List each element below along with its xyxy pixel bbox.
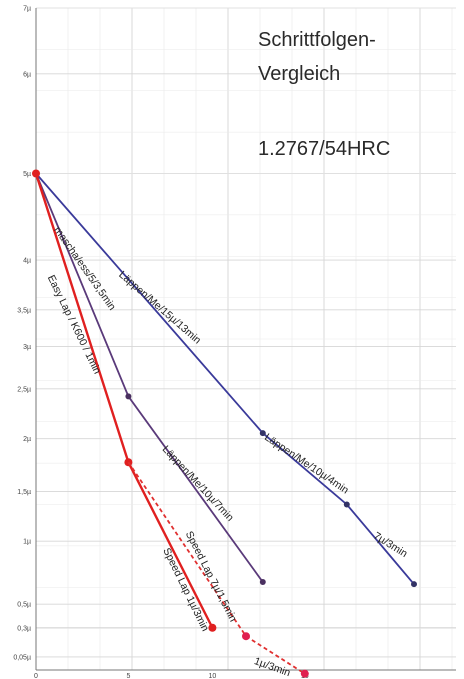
chart-title-line-1: Schrittfolgen- — [258, 29, 376, 51]
y-tick-label: 0,5µ — [17, 602, 31, 609]
y-tick-labels: 7µ 6µ 5µ 4µ 3,5µ 3µ 2,5µ 2µ 1,5µ 1µ 0,5µ 0,3µ 0,05µ — [13, 6, 31, 662]
y-tick-label: 3µ — [23, 344, 31, 351]
y-tick-label: 1,5µ — [17, 489, 31, 496]
x-tick-label: 10 — [209, 673, 217, 679]
x-tick-label: 0 — [34, 673, 38, 679]
data-point — [32, 169, 40, 178]
data-point — [125, 393, 132, 400]
chart-title-line-2: Vergleich — [258, 63, 340, 85]
y-tick-label: 6µ — [23, 71, 31, 78]
y-tick-label: 0,3µ — [17, 625, 31, 632]
series — [32, 169, 417, 678]
y-tick-label: 4µ — [23, 258, 31, 265]
y-tick-label: 0,05µ — [13, 654, 31, 661]
series-line — [35, 172, 415, 585]
data-point — [343, 501, 350, 508]
y-tick-label: 3,5µ — [17, 307, 31, 314]
data-point — [259, 579, 266, 586]
chart-subtitle: 1.2767/54HRC — [258, 138, 390, 160]
x-tick-label: 5 — [126, 673, 130, 679]
data-point — [300, 669, 309, 678]
data-point — [259, 430, 266, 437]
y-tick-label: 2µ — [23, 436, 31, 443]
grid — [35, 7, 456, 671]
y-tick-label: 7µ — [23, 6, 31, 13]
y-tick-label: 5µ — [23, 171, 31, 178]
y-tick-label: 1µ — [23, 539, 31, 546]
data-point — [208, 623, 217, 632]
data-point — [411, 581, 417, 588]
y-tick-label: 2,5µ — [17, 386, 31, 393]
data-point — [242, 632, 250, 641]
